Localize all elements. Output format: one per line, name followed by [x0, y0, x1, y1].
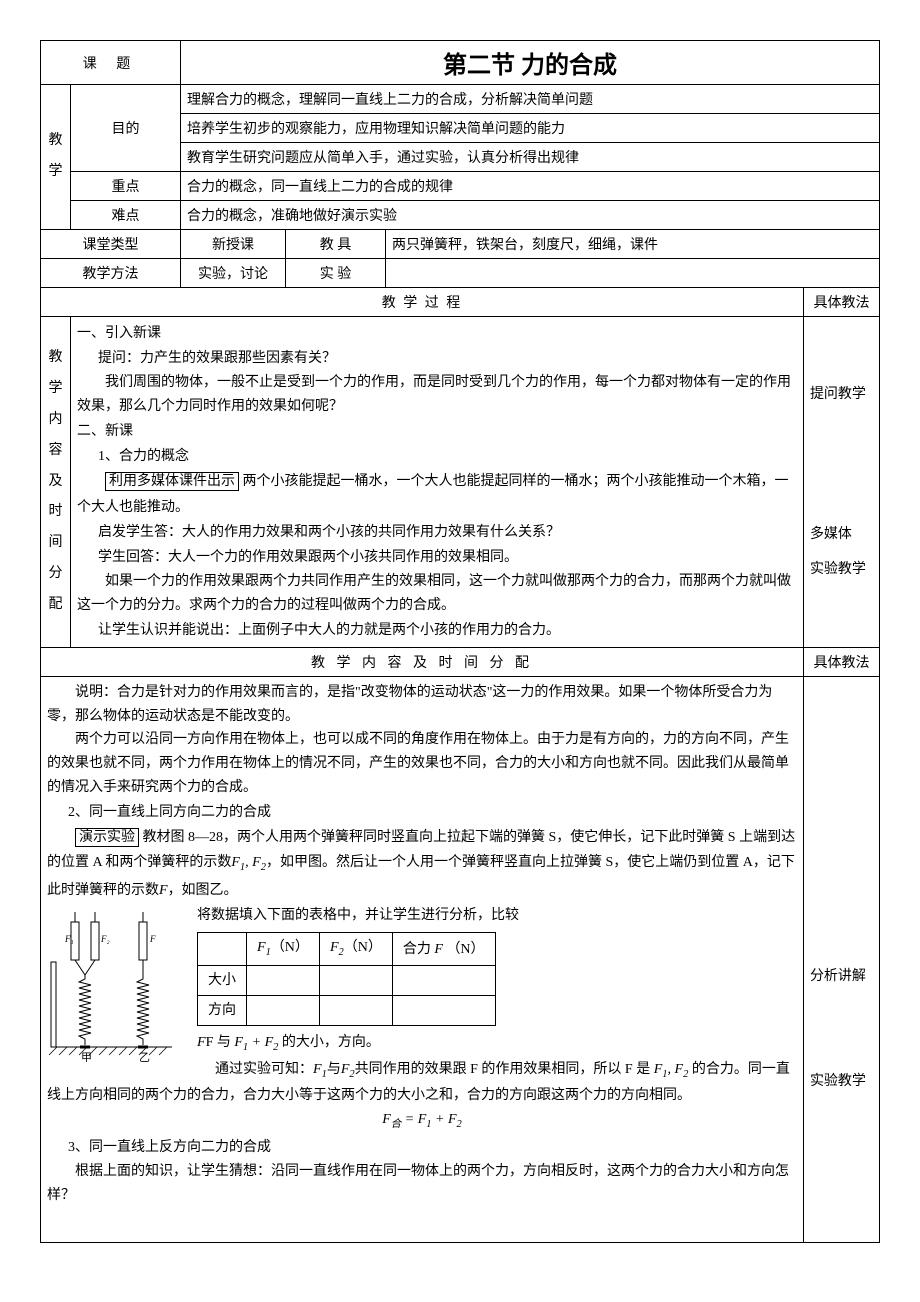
s2-p3: 将数据填入下面的表格中，并让学生进行分析，比较 — [197, 903, 797, 928]
s2-p1: 说明：合力是针对力的作用效果而言的，是指"改变物体的运动状态"这一力的作用效果。… — [47, 681, 797, 729]
lesson-plan-table: 课 题 第二节 力的合成 教 学 目的 理解合力的概念，理解同一直线上二力的合成… — [40, 40, 880, 1243]
intro-q: 提问：力产生的效果跟那些因素有关？ — [98, 346, 797, 371]
class-type-label: 课堂类型 — [41, 230, 181, 259]
experiment — [386, 259, 880, 288]
section2-header: 教 学 内 容 及 时 间 分 配 — [41, 647, 804, 676]
row-dir: 方向 — [198, 996, 247, 1026]
keypoint-label: 重点 — [71, 172, 181, 201]
formula: F合 = F1 + F2 — [47, 1107, 797, 1135]
tools: 两只弹簧秤，铁架台，刻度尺，细绳，课件 — [386, 230, 880, 259]
method-label: 教学方法 — [41, 259, 181, 288]
difficulty: 合力的概念，准确地做好演示实验 — [181, 201, 880, 230]
data-table: F1（N） F2（N） 合力 F （N） 大小 方向 — [197, 932, 496, 1026]
section2-content: 说明：合力是针对力的作用效果而言的，是指"改变物体的运动状态"这一力的作用效果。… — [41, 676, 804, 1242]
section1-content: 一、引入新课 提问：力产生的效果跟那些因素有关？ 我们周围的物体，一般不止是受到… — [71, 317, 804, 648]
teach-method-label: 具体教法 — [803, 288, 879, 317]
p3: 让学生认识并能说出：上面例子中大人的力就是两个小孩的作用力的合力。 — [98, 618, 797, 643]
s2-h3: 3、同一直线上反方向二力的合成 — [68, 1135, 797, 1160]
goal-1: 理解合力的概念，理解同一直线上二力的合成，分析解决简单问题 — [181, 85, 880, 114]
spring-diagram: F₁ F₂ F 甲 乙 — [47, 907, 177, 1062]
difficulty-label: 难点 — [71, 201, 181, 230]
subject-vertical: 教 学 — [41, 85, 71, 230]
row-size: 大小 — [198, 965, 247, 995]
s2-demo-line: 演示实验 教材图 8—28，两个人用两个弹簧秤同时竖直向上拉起下端的弹簧 S，使… — [47, 825, 797, 903]
svg-text:F: F — [149, 934, 156, 944]
col-f: 合力 F （N） — [392, 933, 495, 966]
h-1: 1、合力的概念 — [98, 444, 797, 469]
s2-p4: FF 与 F1 + F2 的大小，方向。 — [197, 1030, 797, 1058]
svg-text:F₁: F₁ — [64, 934, 74, 944]
svg-text:乙: 乙 — [139, 1051, 150, 1062]
svg-text:F₂: F₂ — [100, 934, 110, 944]
a1: 学生回答：大人一个力的作用效果跟两个小孩共同作用的效果相同。 — [98, 545, 797, 570]
p2: 如果一个力的作用效果跟两个力共同作用产生的效果相同，这一个力就叫做那两个力的合力… — [77, 570, 797, 618]
q1: 启发学生答：大人的作用力效果和两个小孩的共同作用力效果有什么关系？ — [98, 520, 797, 545]
section2-side-label: 具体教法 — [803, 647, 879, 676]
col-blank — [198, 933, 247, 966]
s2-p6: 根据上面的知识，让学生猜想：沿同一直线作用在同一物体上的两个力，方向相反时，这两… — [47, 1160, 797, 1208]
keypoint: 合力的概念，同一直线上二力的合成的规律 — [181, 172, 880, 201]
col-f2: F2（N） — [319, 933, 392, 966]
topic-label: 课 题 — [41, 41, 181, 85]
col-f1: F1（N） — [247, 933, 320, 966]
svg-text:甲: 甲 — [81, 1052, 92, 1062]
experiment-label: 实 验 — [286, 259, 386, 288]
demo-line: 利用多媒体课件出示 两个小孩能提起一桶水，一个大人也能提起同样的一桶水；两个小孩… — [77, 469, 797, 519]
section2-side: 分析讲解 实验教学 — [803, 676, 879, 1242]
plan-vertical: 教 学 内 容 及 时 间 分 配 — [41, 317, 71, 648]
goal-label: 目的 — [71, 85, 181, 172]
demo-label: 利用多媒体课件出示 — [105, 472, 239, 491]
goal-3: 教育学生研究问题应从简单入手，通过实验，认真分析得出规律 — [181, 143, 880, 172]
section1-side: 提问教学 多媒体 实验教学 — [803, 317, 879, 648]
h-intro: 一、引入新课 — [77, 321, 797, 346]
tools-label: 教 具 — [286, 230, 386, 259]
goal-2: 培养学生初步的观察能力，应用物理知识解决简单问题的能力 — [181, 114, 880, 143]
method: 实验，讨论 — [181, 259, 286, 288]
s2-p2: 两个力可以沿同一方向作用在物体上，也可以成不同的角度作用在物体上。由于力是有方向… — [47, 728, 797, 799]
process-label: 教 学 过 程 — [41, 288, 804, 317]
intro-p1: 我们周围的物体，一般不止是受到一个力的作用，而是同时受到几个力的作用，每一个力都… — [77, 371, 797, 419]
s2-h2: 2、同一直线上同方向二力的合成 — [68, 800, 797, 825]
class-type: 新授课 — [181, 230, 286, 259]
s2-p5: 通过实验可知：F1与F2共同作用的效果跟 F 的作用效果相同，所以 F 是 F1… — [47, 1058, 797, 1107]
s2-demo-label: 演示实验 — [75, 828, 139, 847]
h-new: 二、新课 — [77, 419, 797, 444]
lesson-title: 第二节 力的合成 — [181, 41, 880, 85]
